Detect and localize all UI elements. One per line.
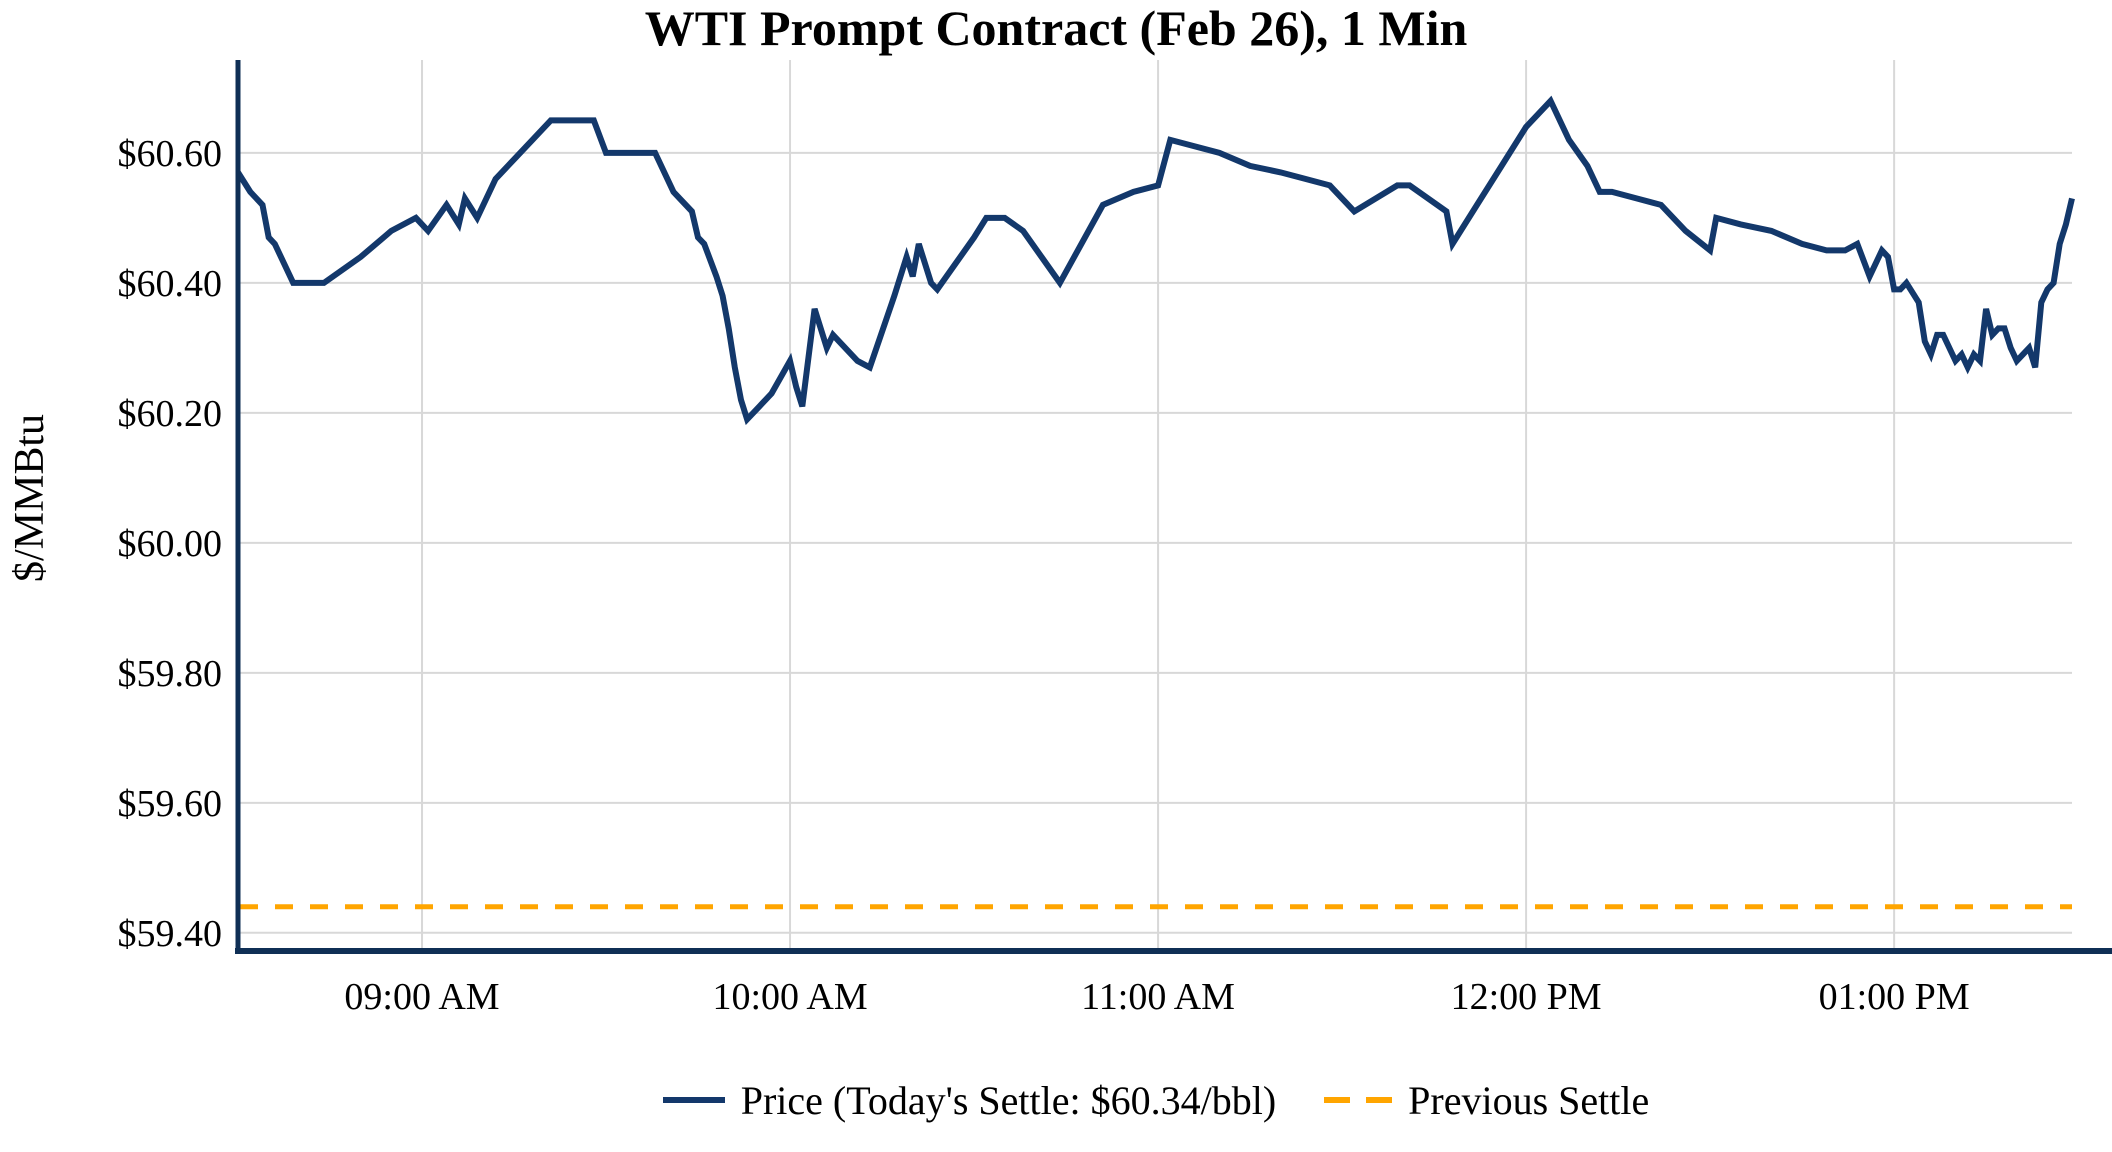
previous-settle-legend-swatch bbox=[1324, 1097, 1393, 1103]
y-tick-label: $59.80 bbox=[118, 653, 223, 695]
price-legend-label: Price (Today's Settle: $60.34/bbl) bbox=[740, 1077, 1277, 1123]
tick-labels: $60.60 $60.40 $60.20 $60.00 $59.80 $59.60 $59.… bbox=[118, 133, 1970, 1018]
series-lines bbox=[235, 95, 2075, 910]
y-tick-label: $60.60 bbox=[118, 133, 223, 175]
legend: Price (Today's Settle: $60.34/bbl) Previ… bbox=[238, 1072, 2072, 1128]
y-tick-label: $59.40 bbox=[118, 913, 223, 955]
y-tick-label: $60.40 bbox=[118, 263, 223, 305]
price-legend-swatch bbox=[662, 1097, 725, 1103]
x-tick-label: 01:00 PM bbox=[1819, 976, 1970, 1018]
x-tick-label: 12:00 PM bbox=[1451, 976, 1602, 1018]
x-tick-label: 10:00 AM bbox=[712, 976, 867, 1018]
price-line bbox=[235, 95, 2075, 426]
axis-spines bbox=[235, 60, 2112, 954]
y-tick-label: $59.60 bbox=[118, 783, 223, 825]
previous-settle-legend-label: Previous Settle bbox=[1408, 1077, 1650, 1123]
gridlines bbox=[238, 60, 2072, 951]
y-tick-label: $60.00 bbox=[118, 523, 223, 565]
x-tick-label: 11:00 AM bbox=[1081, 976, 1235, 1018]
chart-title: WTI Prompt Contract (Feb 26), 1 Min bbox=[644, 0, 1468, 56]
x-tick-label: 09:00 AM bbox=[344, 976, 499, 1018]
y-tick-label: $60.20 bbox=[118, 393, 223, 435]
